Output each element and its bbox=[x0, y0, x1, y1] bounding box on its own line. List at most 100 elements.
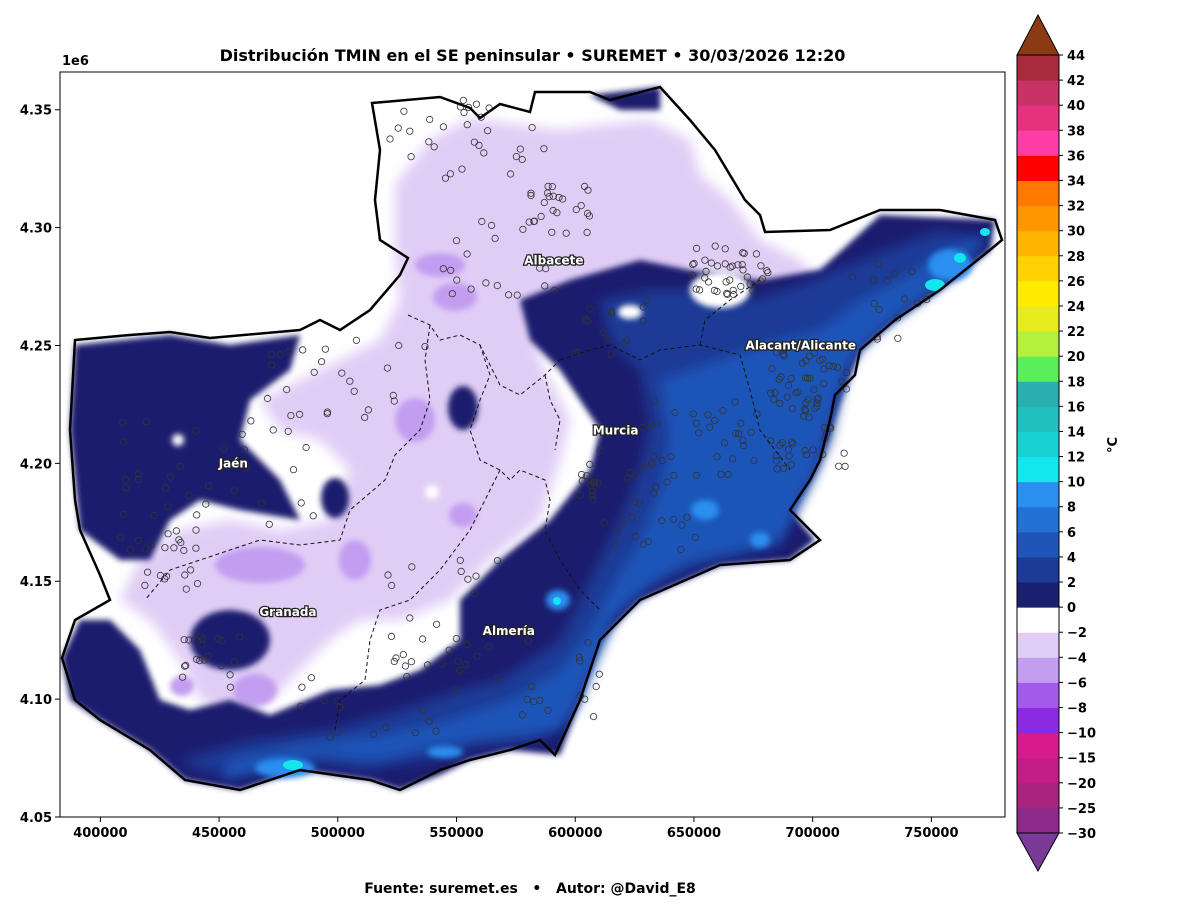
station-marker bbox=[141, 545, 149, 553]
station-marker bbox=[787, 374, 795, 382]
station-marker bbox=[403, 672, 411, 681]
station-marker bbox=[724, 470, 732, 479]
chart-title: Distribución TMIN en el SE peninsular • … bbox=[219, 46, 846, 65]
station-marker bbox=[650, 489, 658, 497]
colorbar-tick-label: −20 bbox=[1067, 777, 1096, 792]
province-borders bbox=[144, 279, 791, 731]
station-marker bbox=[235, 633, 244, 641]
station-marker bbox=[713, 262, 722, 270]
y-tick-label: 4.05 bbox=[20, 811, 52, 826]
station-marker bbox=[810, 385, 818, 394]
station-marker bbox=[726, 276, 734, 284]
station-marker bbox=[723, 290, 732, 299]
station-marker bbox=[467, 285, 475, 293]
station-marker bbox=[383, 364, 391, 372]
station-marker bbox=[407, 153, 415, 161]
colorbar-tick-label: 2 bbox=[1067, 576, 1076, 591]
station-marker bbox=[870, 299, 878, 308]
station-marker bbox=[482, 279, 490, 287]
station-marker bbox=[739, 441, 748, 450]
station-marker bbox=[735, 430, 743, 438]
station-marker bbox=[182, 661, 190, 670]
station-marker bbox=[418, 635, 427, 643]
station-marker bbox=[628, 513, 636, 521]
colorbar-tick-label: 26 bbox=[1067, 275, 1085, 290]
station-marker bbox=[320, 697, 329, 705]
station-marker bbox=[544, 706, 552, 715]
station-marker bbox=[214, 635, 222, 643]
station-marker bbox=[456, 666, 464, 674]
station-marker bbox=[717, 470, 725, 478]
colorbar-band bbox=[1017, 205, 1059, 232]
station-marker bbox=[452, 685, 461, 694]
station-marker bbox=[701, 256, 709, 264]
colorbar-band bbox=[1017, 180, 1059, 207]
colorbar-tick-label: 6 bbox=[1067, 526, 1076, 541]
colorbar-tick-label: −8 bbox=[1067, 702, 1087, 717]
station-marker bbox=[541, 282, 549, 290]
station-marker bbox=[778, 439, 786, 447]
station-marker bbox=[297, 499, 305, 507]
station-marker bbox=[126, 545, 134, 554]
station-marker bbox=[423, 661, 432, 669]
station-marker bbox=[607, 350, 615, 358]
station-marker bbox=[346, 377, 354, 385]
station-marker bbox=[453, 276, 461, 284]
station-marker bbox=[576, 657, 584, 665]
station-marker bbox=[452, 634, 460, 643]
station-marker bbox=[196, 656, 204, 665]
station-marker bbox=[185, 636, 193, 644]
station-marker bbox=[707, 259, 716, 267]
station-marker bbox=[549, 192, 557, 200]
station-marker bbox=[276, 351, 284, 359]
station-marker bbox=[408, 563, 416, 571]
station-marker bbox=[390, 397, 398, 405]
station-marker bbox=[177, 538, 185, 547]
colorbar-band bbox=[1017, 305, 1059, 332]
colorbar-tick-label: 12 bbox=[1067, 451, 1085, 466]
station-marker bbox=[299, 346, 307, 354]
colorbar-band bbox=[1017, 782, 1059, 809]
station-marker bbox=[438, 660, 446, 668]
station-marker bbox=[607, 307, 616, 315]
station-marker bbox=[838, 378, 846, 386]
station-marker bbox=[848, 273, 857, 281]
station-marker bbox=[719, 407, 727, 415]
colorbar-band bbox=[1017, 55, 1059, 81]
station-marker bbox=[600, 519, 608, 527]
temperature-field: Albacete Jaén Murcia Alacant/Alicante Granad… bbox=[60, 85, 1004, 792]
x-tick-label: 450000 bbox=[192, 826, 246, 841]
colorbar-tick-label: 10 bbox=[1067, 476, 1085, 491]
station-marker bbox=[820, 365, 828, 373]
station-marker bbox=[257, 499, 265, 507]
station-marker bbox=[447, 266, 455, 274]
station-marker bbox=[805, 352, 814, 360]
station-marker bbox=[263, 394, 272, 403]
station-marker bbox=[624, 474, 632, 482]
city-label: Almería bbox=[483, 624, 535, 638]
station-marker bbox=[297, 702, 305, 710]
station-marker bbox=[387, 581, 396, 590]
station-marker bbox=[643, 296, 651, 305]
station-marker bbox=[150, 511, 158, 520]
station-marker bbox=[493, 556, 502, 565]
colorbar-unit-label: °C bbox=[1106, 437, 1121, 453]
station-marker bbox=[147, 541, 155, 549]
station-marker bbox=[890, 270, 898, 278]
station-marker bbox=[801, 446, 809, 455]
station-marker bbox=[737, 282, 745, 291]
colorbar-band bbox=[1017, 732, 1059, 759]
station-marker bbox=[267, 350, 275, 358]
colorbar-band bbox=[1017, 406, 1059, 432]
station-marker bbox=[692, 419, 701, 427]
station-marker bbox=[585, 212, 594, 220]
station-marker bbox=[740, 249, 748, 257]
station-marker bbox=[463, 121, 471, 129]
station-marker bbox=[695, 429, 703, 437]
station-marker bbox=[284, 427, 292, 435]
station-marker bbox=[361, 413, 369, 421]
x-tick-label: 500000 bbox=[311, 826, 365, 841]
station-marker bbox=[122, 475, 130, 484]
station-marker bbox=[386, 135, 394, 143]
